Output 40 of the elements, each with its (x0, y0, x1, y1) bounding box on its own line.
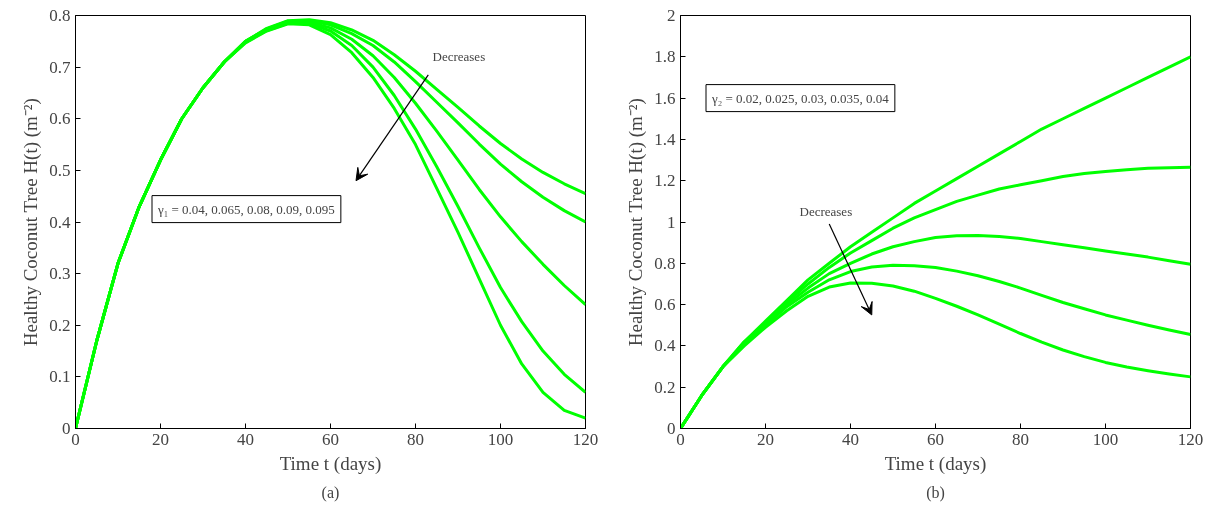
y-tick-label: 1 (667, 212, 676, 232)
text: (b) (926, 483, 945, 502)
y-tick-label: 1.6 (654, 88, 676, 108)
x-tick-label: 60 (322, 429, 339, 449)
y-tick-label: 0.4 (49, 212, 71, 232)
y-tick-label: 0.3 (49, 264, 71, 284)
x-tick-label: 40 (237, 429, 254, 449)
y-axis-title: Healthy Coconut Tree H(t) (m⁻²) (20, 98, 43, 347)
x-tick-label: 80 (407, 429, 424, 449)
x-tick-label: 20 (152, 429, 169, 449)
x-tick-label: 80 (1012, 429, 1029, 449)
x-tick-label: 60 (927, 429, 944, 449)
y-tick-label: 1.2 (654, 171, 676, 191)
y-tick-label: 0.8 (654, 253, 676, 273)
y-tick-label: 0.1 (49, 367, 71, 387)
y-tick-label: 1.8 (654, 47, 676, 67)
x-tick-label: 100 (1092, 429, 1119, 449)
annotation: γ₁ = 0.04, 0.065, 0.08, 0.09, 0.095 (157, 201, 335, 217)
annotation: γ₂ = 0.02, 0.025, 0.03, 0.035, 0.04 (711, 90, 890, 106)
x-tick-label: 40 (842, 429, 859, 449)
y-tick-label: 0.4 (654, 336, 676, 356)
y-tick-label: 0.5 (49, 160, 71, 180)
y-tick-label: 0.6 (654, 295, 676, 315)
x-tick-label: 20 (757, 429, 774, 449)
x-tick-label: 120 (572, 429, 599, 449)
text: (a) (321, 483, 340, 502)
x-axis-title: Time t (days) (884, 452, 987, 475)
y-tick-label: 0.2 (49, 315, 71, 335)
annotation: Decreases (799, 204, 853, 220)
y-tick-label: 0.2 (654, 377, 676, 397)
y-tick-label: 0.7 (49, 57, 71, 77)
x-tick-label: 120 (1177, 429, 1204, 449)
y-tick-label: 0.8 (49, 6, 71, 25)
x-tick-label: 100 (487, 429, 514, 449)
y-axis-title: Healthy Coconut Tree H(t) (m⁻²) (625, 98, 648, 347)
y-tick-label: 0.6 (49, 109, 71, 129)
y-tick-label: 2 (667, 6, 676, 25)
annotation: Decreases (432, 49, 486, 65)
x-axis-title: Time t (days) (279, 452, 382, 475)
y-tick-label: 1.4 (654, 129, 676, 149)
